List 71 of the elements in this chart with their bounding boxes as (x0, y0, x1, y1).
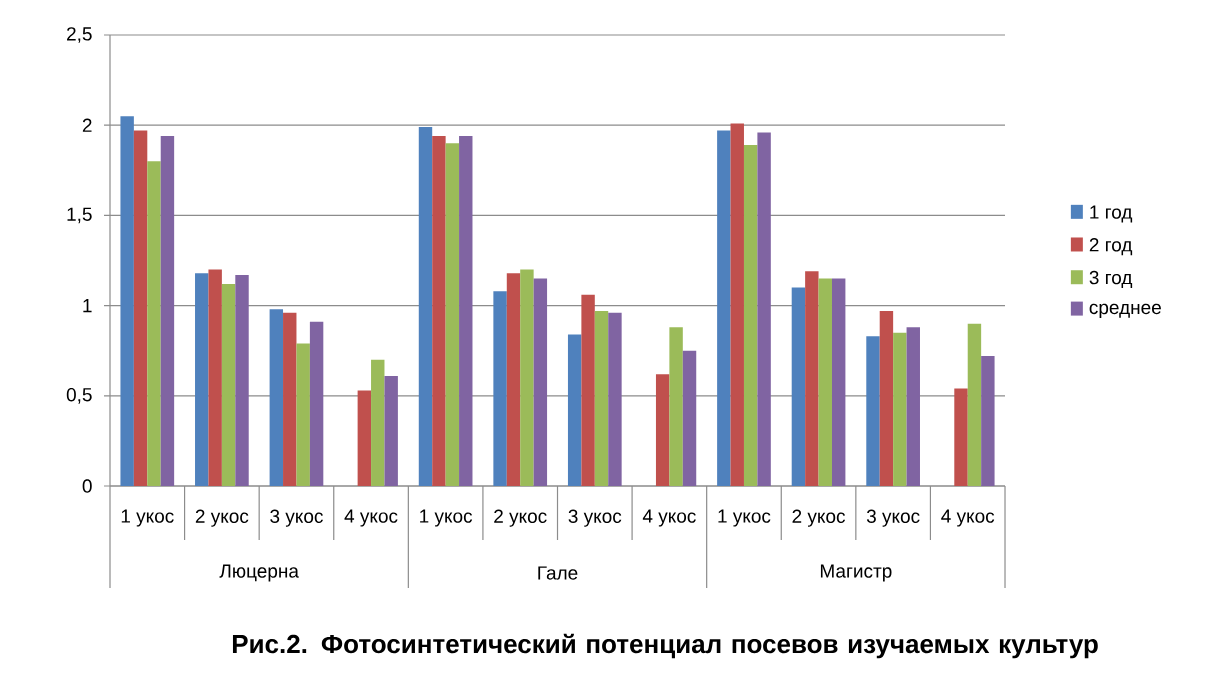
x-tick-label: 3 укос (866, 509, 920, 527)
bar (893, 332, 907, 487)
bar (506, 273, 521, 487)
bar (608, 312, 622, 487)
x-tick-label: 3 укос (270, 509, 323, 527)
bar (682, 350, 697, 487)
bar (195, 273, 209, 487)
bar (309, 321, 324, 487)
y-tick-label: 2 (82, 118, 92, 132)
bar (221, 283, 236, 487)
y-tick-label: 0 (82, 479, 92, 493)
x-tick-label: 1 укос (121, 509, 174, 527)
x-tick-label: 4 укос (344, 509, 398, 527)
bar (296, 343, 310, 487)
bar (459, 136, 473, 487)
bar (445, 143, 460, 487)
bar (967, 323, 982, 487)
bar (831, 278, 846, 487)
bar (371, 359, 385, 487)
legend-label: среднее (1089, 303, 1161, 318)
bar (594, 311, 609, 487)
text: Рис.2. Фотосинтетический потенциал посевов изучаемых культур (232, 633, 1098, 659)
bar (906, 327, 920, 487)
y-tick-label: 1,5 (67, 207, 92, 224)
bar (493, 291, 507, 487)
bar (208, 269, 222, 487)
x-tick-label: 1 укос (420, 509, 473, 527)
bar (581, 294, 595, 487)
x-tick-label: 2 укос (792, 509, 846, 527)
bar (147, 161, 161, 487)
text: Гале (538, 566, 578, 580)
y-tick-label: 1 (83, 299, 92, 313)
legend-label: 3 год (1089, 270, 1133, 288)
text: Люцерна (219, 564, 299, 582)
bar (730, 123, 744, 487)
bar (283, 312, 297, 487)
x-tick-label: 2 укос (494, 509, 547, 527)
bar (384, 375, 398, 487)
legend-label: 1 год (1090, 205, 1133, 223)
bar (160, 136, 175, 487)
bar (235, 274, 249, 487)
bar (757, 132, 771, 487)
bar (791, 287, 806, 487)
bar (520, 269, 534, 487)
x-tick-label: 4 укос (941, 509, 995, 527)
bar (357, 390, 372, 487)
x-tick-label: 2 укос (195, 509, 249, 527)
text: Магистр (820, 564, 892, 582)
bar (717, 130, 731, 487)
bar (866, 336, 880, 487)
bar (567, 334, 582, 487)
bar (981, 356, 995, 487)
bar (133, 130, 148, 487)
bar (954, 388, 968, 487)
legend-label: 2 год (1089, 238, 1133, 256)
bar (120, 116, 134, 487)
x-tick-label: 4 укос (642, 509, 696, 527)
y-tick-label: 0,5 (66, 387, 92, 404)
bar (743, 145, 758, 487)
bar (655, 374, 670, 487)
bar (669, 327, 683, 487)
bar (418, 127, 433, 487)
bar (818, 278, 832, 487)
bar (879, 311, 894, 487)
bar (269, 309, 284, 487)
bar (533, 278, 548, 487)
x-tick-label: 3 укос (568, 509, 622, 527)
bar (432, 136, 446, 487)
bar (805, 271, 819, 487)
x-tick-label: 1 укос (718, 509, 771, 527)
y-tick-label: 2,5 (67, 27, 92, 43)
